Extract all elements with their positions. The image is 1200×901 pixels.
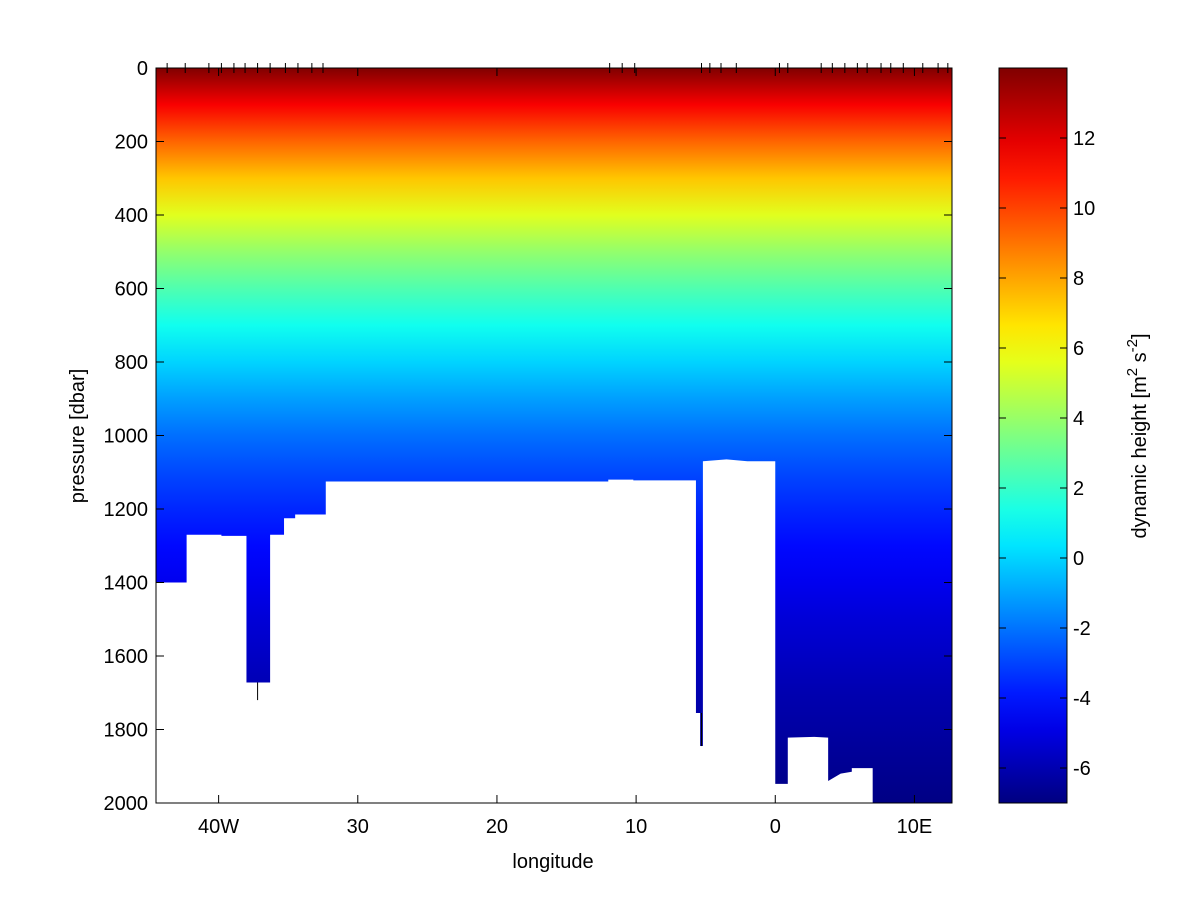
y-tick-label: 1600 — [104, 646, 149, 668]
colorbar-tick-label: 10 — [1073, 198, 1095, 220]
colorbar-label-exp1: 2 — [1124, 368, 1141, 376]
x-axis-ticks: 40W 30 20 10 0 10E — [198, 68, 932, 838]
x-tick-label: 20 — [486, 816, 508, 838]
colorbar-tick-label: 6 — [1073, 338, 1084, 360]
colorbar-label: dynamic height [m2 s-2] — [1124, 333, 1151, 538]
colorbar-ticks: 12 10 8 6 4 2 0 -2 -4 -6 — [999, 128, 1095, 780]
y-tick-label: 1400 — [104, 573, 149, 595]
colorbar-scale — [998, 67, 1068, 804]
y-tick-label: 0 — [137, 58, 148, 80]
colorbar-tick-label: -2 — [1073, 618, 1091, 640]
y-tick-label: 1000 — [104, 426, 149, 448]
plot-area: 40W 30 20 10 0 10E 0 200 400 600 800 1000 1200 1400 1… — [104, 58, 953, 838]
y-tick-label: 600 — [115, 279, 148, 301]
colorbar-tick-label: 4 — [1073, 408, 1084, 430]
colorbar-tick-label: 12 — [1073, 128, 1095, 150]
x-tick-label: 10E — [897, 816, 933, 838]
colorbar-tick-label: 8 — [1073, 268, 1084, 290]
colorbar-label-exp2: -2 — [1124, 339, 1141, 352]
y-axis-ticks: 0 200 400 600 800 1000 1200 1400 1600 1800 2000 — [104, 58, 952, 815]
x-tick-label: 10 — [625, 816, 647, 838]
x-tick-label: 40W — [198, 816, 239, 838]
colorbar-tick-label: 0 — [1073, 548, 1084, 570]
colorbar-tick-label: 2 — [1073, 478, 1084, 500]
y-tick-label: 800 — [115, 352, 148, 374]
topography-polygon — [156, 459, 952, 803]
bottom-topography-mask — [156, 459, 952, 803]
y-tick-label: 1800 — [104, 720, 149, 742]
y-tick-label: 200 — [115, 132, 148, 154]
colorbar-label-end: ] — [1129, 333, 1151, 339]
x-axis-label: longitude — [512, 851, 593, 873]
x-tick-label: 0 — [770, 816, 781, 838]
colorbar-label-base: dynamic height [m — [1129, 376, 1151, 538]
colorbar-tick-label: -4 — [1073, 688, 1091, 710]
x-tick-label: 30 — [347, 816, 369, 838]
y-tick-label: 400 — [115, 205, 148, 227]
y-tick-label: 1200 — [104, 499, 149, 521]
y-tick-label: 2000 — [104, 793, 149, 815]
colorbar-tick-label: -6 — [1073, 758, 1091, 780]
colorbar-label-mid: s — [1129, 352, 1151, 368]
y-axis-label: pressure [dbar] — [67, 369, 89, 504]
station-tick-marks — [166, 63, 949, 73]
